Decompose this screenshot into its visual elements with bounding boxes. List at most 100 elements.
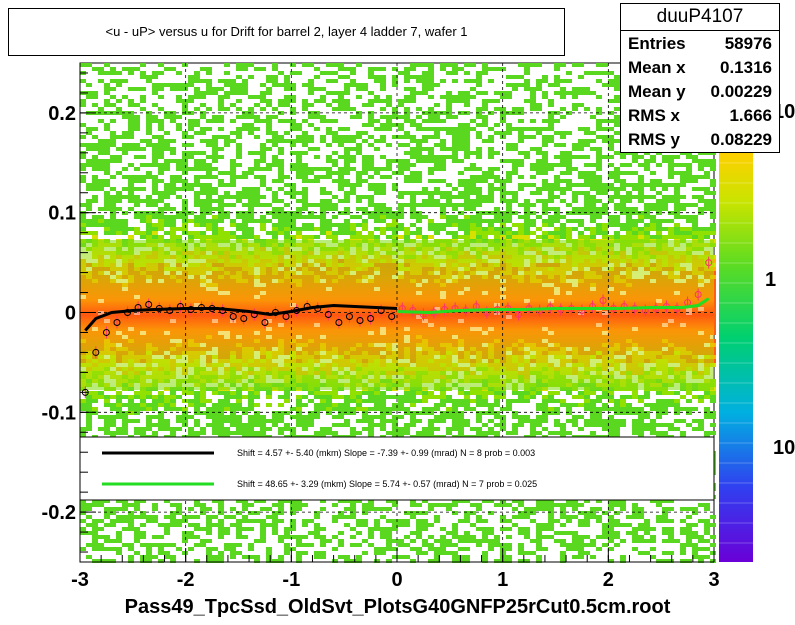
heat-cell bbox=[428, 155, 434, 159]
heat-cell bbox=[368, 175, 374, 179]
heat-cell bbox=[116, 227, 122, 231]
heat-cell bbox=[326, 167, 332, 171]
heat-cell bbox=[194, 107, 200, 111]
heat-cell bbox=[386, 207, 392, 211]
heat-cell bbox=[332, 91, 338, 95]
heat-cell bbox=[290, 63, 296, 67]
heat-cell bbox=[368, 99, 374, 103]
heat-cell bbox=[236, 131, 242, 135]
heat-cell bbox=[584, 155, 590, 159]
heat-cell bbox=[590, 235, 596, 239]
heat-cell bbox=[248, 203, 254, 207]
heat-cell bbox=[536, 163, 542, 167]
heat-cell bbox=[638, 235, 644, 239]
heat-cell bbox=[416, 227, 422, 231]
heat-cell bbox=[368, 199, 374, 203]
heat-cell bbox=[212, 143, 218, 147]
heat-cell bbox=[584, 183, 590, 187]
heat-cell bbox=[470, 127, 476, 131]
heat-cell bbox=[152, 159, 158, 163]
heat-cell bbox=[698, 175, 704, 179]
heat-cell bbox=[614, 151, 620, 155]
heat-cell bbox=[470, 187, 476, 191]
heat-cell bbox=[338, 127, 344, 131]
heat-cell bbox=[614, 187, 620, 191]
heat-cell bbox=[368, 123, 374, 127]
heat-cell bbox=[164, 163, 170, 167]
heat-cell bbox=[248, 219, 254, 223]
heat-cell bbox=[380, 107, 386, 111]
heat-cell bbox=[266, 119, 272, 123]
heat-cell bbox=[254, 203, 260, 207]
heat-cell bbox=[320, 199, 326, 203]
heat-cell bbox=[452, 115, 458, 119]
heat-cell bbox=[146, 171, 152, 175]
heat-cell bbox=[662, 203, 668, 207]
heat-cell bbox=[146, 115, 152, 119]
heat-cell bbox=[380, 127, 386, 131]
heat-cell bbox=[452, 95, 458, 99]
heat-cell bbox=[272, 131, 278, 135]
heat-cell bbox=[296, 175, 302, 179]
heat-cell bbox=[494, 179, 500, 183]
heat-cell bbox=[578, 147, 584, 151]
heat-cell bbox=[218, 135, 224, 139]
heat-cell bbox=[488, 195, 494, 199]
heat-cell bbox=[98, 139, 104, 143]
heat-cell bbox=[248, 127, 254, 131]
heat-cell bbox=[536, 191, 542, 195]
heat-cell bbox=[326, 235, 332, 239]
heat-cell bbox=[704, 227, 710, 231]
heat-cell bbox=[374, 187, 380, 191]
heat-cell bbox=[260, 151, 266, 155]
heat-cell bbox=[320, 95, 326, 99]
heat-cell bbox=[218, 227, 224, 231]
heat-cell bbox=[110, 215, 116, 219]
heat-cell bbox=[290, 219, 296, 223]
heat-cell bbox=[290, 223, 296, 227]
heat-cell bbox=[608, 187, 614, 191]
heat-cell bbox=[314, 235, 320, 239]
heat-cell bbox=[410, 95, 416, 99]
heat-cell bbox=[266, 139, 272, 143]
heat-cell bbox=[590, 227, 596, 231]
heat-cell bbox=[392, 135, 398, 139]
heat-cell bbox=[110, 231, 116, 235]
heat-cell bbox=[464, 63, 470, 67]
heat-cell bbox=[374, 79, 380, 83]
heat-cell bbox=[524, 67, 530, 71]
heat-cell bbox=[542, 167, 548, 171]
heat-cell bbox=[620, 179, 626, 183]
heat-cell bbox=[662, 155, 668, 159]
heat-cell bbox=[260, 67, 266, 71]
heat-cell bbox=[140, 219, 146, 223]
heat-cell bbox=[296, 159, 302, 163]
heat-cell bbox=[374, 171, 380, 175]
heat-cell bbox=[290, 143, 296, 147]
heat-cell bbox=[518, 139, 524, 143]
heat-cell bbox=[116, 83, 122, 87]
heat-cell bbox=[338, 223, 344, 227]
heat-cell bbox=[224, 135, 230, 139]
heat-cell bbox=[194, 119, 200, 123]
heat-cell bbox=[494, 131, 500, 135]
heat-cell bbox=[560, 155, 566, 159]
heat-cell bbox=[116, 171, 122, 175]
heat-cell bbox=[92, 163, 98, 167]
heat-cell bbox=[668, 195, 674, 199]
heat-cell bbox=[698, 231, 704, 235]
heat-cell bbox=[92, 155, 98, 159]
heat-cell bbox=[86, 163, 92, 167]
heat-cell bbox=[560, 79, 566, 83]
heat-cell bbox=[398, 127, 404, 131]
heat-cell bbox=[566, 203, 572, 207]
heat-cell bbox=[512, 159, 518, 163]
heat-cell bbox=[128, 119, 134, 123]
heat-cell bbox=[506, 83, 512, 87]
heat-cell bbox=[206, 139, 212, 143]
heat-cell bbox=[416, 159, 422, 163]
heat-cell bbox=[686, 227, 692, 231]
heat-cell bbox=[152, 223, 158, 227]
heat-cell bbox=[572, 147, 578, 151]
heat-cell bbox=[446, 219, 452, 223]
